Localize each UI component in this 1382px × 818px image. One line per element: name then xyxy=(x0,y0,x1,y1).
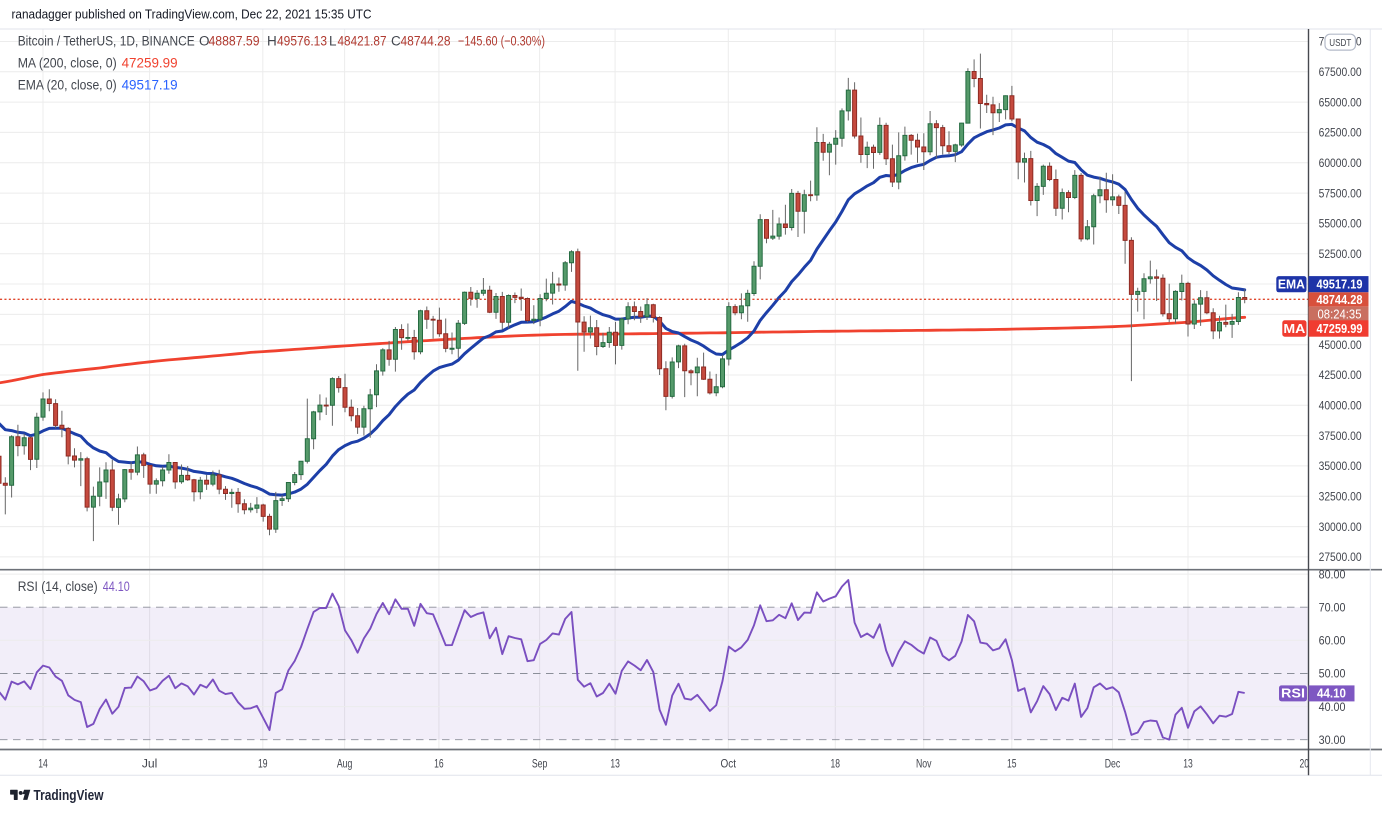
svg-text:Sep: Sep xyxy=(532,759,548,771)
svg-text:45000.00: 45000.00 xyxy=(1319,340,1362,352)
svg-text:Jul: Jul xyxy=(142,759,158,771)
svg-text:70.00: 70.00 xyxy=(1319,602,1346,614)
svg-text:42500.00: 42500.00 xyxy=(1319,370,1362,382)
svg-text:49576.13: 49576.13 xyxy=(277,34,327,49)
svg-text:Oct: Oct xyxy=(721,759,737,771)
svg-text:RSI (14, close): RSI (14, close) xyxy=(18,579,98,594)
svg-text:27500.00: 27500.00 xyxy=(1319,552,1362,564)
svg-text:47259.99: 47259.99 xyxy=(122,56,178,71)
svg-text:USDT: USDT xyxy=(1329,37,1351,49)
svg-text:40000.00: 40000.00 xyxy=(1319,401,1362,413)
svg-text:32500.00: 32500.00 xyxy=(1319,492,1362,504)
svg-text:TradingView: TradingView xyxy=(34,788,105,804)
svg-text:EMA (20, close, 0): EMA (20, close, 0) xyxy=(18,77,117,92)
svg-text:RSI: RSI xyxy=(1281,687,1305,701)
svg-text:H: H xyxy=(267,34,277,49)
svg-text:O: O xyxy=(199,34,210,49)
svg-text:08:24:35: 08:24:35 xyxy=(1318,307,1362,321)
svg-text:80.00: 80.00 xyxy=(1319,569,1346,581)
svg-text:48887.59: 48887.59 xyxy=(209,34,260,49)
svg-text:40.00: 40.00 xyxy=(1319,702,1346,714)
svg-text:L: L xyxy=(329,34,337,49)
svg-text:Bitcoin / TetherUS, 1D, BINANC: Bitcoin / TetherUS, 1D, BINANCE xyxy=(18,34,195,49)
svg-text:30000.00: 30000.00 xyxy=(1319,522,1362,534)
svg-text:15: 15 xyxy=(1007,759,1017,771)
svg-text:MA: MA xyxy=(1283,322,1305,336)
svg-text:Nov: Nov xyxy=(916,759,932,771)
svg-text:62500.00: 62500.00 xyxy=(1319,128,1362,140)
svg-text:13: 13 xyxy=(610,759,620,771)
svg-text:2022: 2022 xyxy=(1300,759,1319,771)
svg-text:18: 18 xyxy=(831,759,841,771)
svg-text:49517.19: 49517.19 xyxy=(1317,277,1363,292)
svg-text:EMA: EMA xyxy=(1278,278,1305,292)
svg-text:44.10: 44.10 xyxy=(1317,686,1346,701)
svg-text:60.00: 60.00 xyxy=(1319,636,1346,648)
svg-text:C: C xyxy=(391,34,401,49)
svg-text:30.00: 30.00 xyxy=(1319,735,1346,747)
svg-text:49517.19: 49517.19 xyxy=(122,77,178,92)
svg-text:60000.00: 60000.00 xyxy=(1319,158,1362,170)
svg-text:67500.00: 67500.00 xyxy=(1319,67,1362,79)
svg-text:19: 19 xyxy=(258,759,268,771)
svg-text:13: 13 xyxy=(1183,759,1193,771)
svg-text:52500.00: 52500.00 xyxy=(1319,249,1362,261)
svg-text:50.00: 50.00 xyxy=(1319,669,1346,681)
svg-text:44.10: 44.10 xyxy=(103,579,130,594)
svg-text:48744.28: 48744.28 xyxy=(1317,292,1363,307)
svg-text:14: 14 xyxy=(38,759,48,771)
svg-text:Aug: Aug xyxy=(337,759,353,771)
svg-text:65000.00: 65000.00 xyxy=(1319,97,1362,109)
svg-text:35000.00: 35000.00 xyxy=(1319,461,1362,473)
svg-text:55000.00: 55000.00 xyxy=(1319,219,1362,231)
svg-text:16: 16 xyxy=(434,759,444,771)
svg-text:48421.87: 48421.87 xyxy=(338,34,387,49)
svg-text:57500.00: 57500.00 xyxy=(1319,188,1362,200)
svg-text:−145.60 (−0.30%): −145.60 (−0.30%) xyxy=(458,34,545,49)
svg-text:Dec: Dec xyxy=(1105,759,1121,771)
svg-text:MA (200, close, 0): MA (200, close, 0) xyxy=(18,56,117,71)
svg-text:47259.99: 47259.99 xyxy=(1317,321,1363,336)
svg-text:48744.28: 48744.28 xyxy=(401,34,451,49)
svg-text:37500.00: 37500.00 xyxy=(1319,431,1362,443)
svg-text:ranadagger published on Tradin: ranadagger published on TradingView.com,… xyxy=(12,8,372,22)
